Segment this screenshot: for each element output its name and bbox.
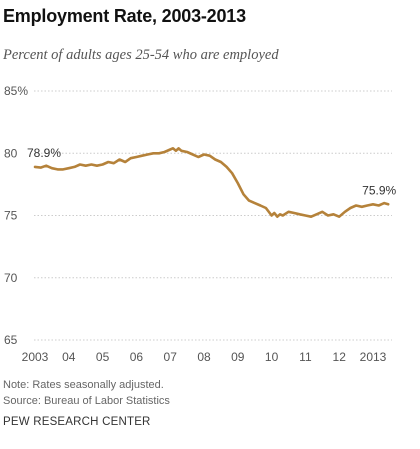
chart-title: Employment Rate, 2003-2013 — [3, 6, 246, 26]
chart-note: Note: Rates seasonally adjusted. — [3, 379, 164, 391]
x-tick-label: 08 — [197, 350, 211, 364]
x-tick-label: 2013 — [360, 350, 387, 364]
series-line — [33, 147, 390, 218]
chart-source: Source: Bureau of Labor Statistics — [3, 395, 170, 407]
x-tick-label: 12 — [333, 350, 347, 364]
series-layer — [33, 147, 390, 218]
x-tick-label: 2003 — [22, 350, 49, 364]
x-tick-label: 06 — [130, 350, 144, 364]
annotations: 78.9% 75.9% — [27, 146, 397, 197]
chart-subtitle: Percent of adults ages 25-54 who are emp… — [3, 47, 279, 63]
y-tick-label: 70 — [4, 271, 18, 285]
y-tick-label: 85% — [4, 84, 28, 98]
data-label: 78.9% — [27, 146, 61, 160]
x-tick-label: 04 — [62, 350, 76, 364]
x-tick-label: 10 — [265, 350, 279, 364]
x-tick-label: 11 — [299, 350, 312, 364]
y-tick-label: 80 — [4, 146, 18, 160]
x-tick-label: 07 — [164, 350, 178, 364]
x-tick-label: 05 — [96, 350, 110, 364]
y-tick-label: 75 — [4, 209, 18, 223]
x-tick-label: 09 — [231, 350, 245, 364]
x-axis-ticks: 2003 04 05 06 07 08 09 10 11 12 2013 — [22, 350, 387, 364]
organization-credit: PEW RESEARCH CENTER — [3, 416, 151, 428]
y-tick-label: 65 — [4, 333, 18, 347]
data-label: 75.9% — [362, 183, 396, 197]
y-axis-ticks: 85% 80 75 70 65 — [4, 84, 28, 347]
